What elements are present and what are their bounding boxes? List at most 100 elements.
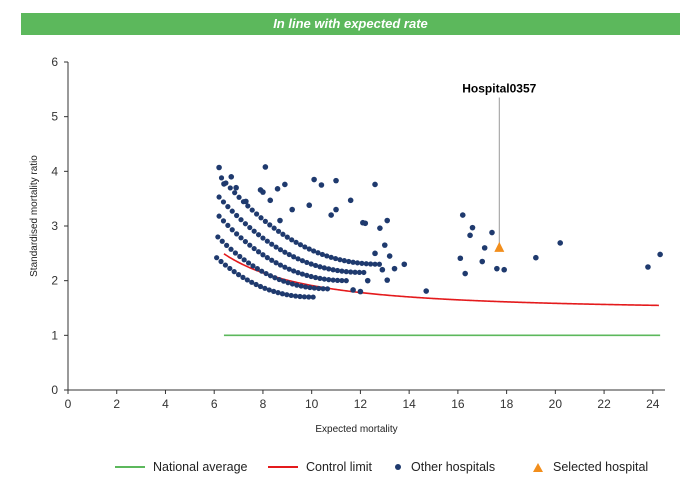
hospital-point (362, 220, 369, 227)
hospital-point (481, 245, 488, 251)
hospital-point (236, 194, 242, 200)
hospital-point (242, 221, 248, 227)
hospital-point (356, 269, 363, 276)
hospital-point (249, 279, 255, 285)
hospital-point (260, 252, 266, 258)
hospital-point (289, 281, 296, 287)
y-tick-label: 5 (51, 110, 58, 124)
hospital-point (321, 265, 327, 271)
hospital-point (273, 260, 279, 266)
hospital-point (376, 261, 383, 267)
hospital-point (316, 285, 322, 292)
hospital-point (262, 218, 268, 225)
hospital-point (251, 245, 257, 252)
hospital-point (225, 204, 231, 210)
hospital-point (225, 222, 231, 229)
y-tick-label: 1 (51, 328, 58, 342)
hospital-point (273, 244, 279, 250)
hospital-point (457, 255, 464, 262)
hospital-point (257, 283, 264, 290)
hospital-point (232, 190, 238, 196)
hospital-point (401, 261, 408, 268)
hospital-point (277, 217, 283, 224)
hospital-point (291, 254, 297, 260)
x-axis-label: Expected mortality (315, 424, 397, 435)
x-tick-label: 18 (500, 397, 514, 411)
hospital-point (304, 259, 310, 266)
hospital-point (494, 265, 500, 272)
hospital-point (285, 280, 291, 286)
hospital-point (372, 261, 378, 267)
hospital-point (263, 270, 269, 277)
hospital-point (214, 255, 220, 261)
hospital-point (298, 283, 304, 289)
hospital-point (227, 265, 233, 272)
hospital-point (275, 290, 281, 296)
hospital-point (294, 282, 300, 288)
hospital-point (274, 186, 281, 192)
hospital-point (304, 272, 310, 278)
y-tick-label: 3 (51, 219, 58, 233)
hospital-point (339, 277, 345, 284)
hospital-point (218, 175, 225, 181)
legend-label: Control limit (306, 460, 372, 474)
hospital-point (337, 257, 343, 263)
hospital-point (271, 225, 277, 231)
hospital-point (467, 232, 473, 239)
hospital-point (276, 276, 282, 283)
hospital-point (533, 254, 539, 261)
chart-legend: National average Control limit Other hos… (0, 456, 700, 478)
hospital-point (227, 185, 233, 191)
hospital-point (334, 277, 341, 283)
hospital-point (315, 250, 321, 256)
hospital-point (347, 197, 354, 204)
hospital-point (231, 269, 237, 275)
hospital-point (299, 258, 306, 264)
hospital-point (262, 164, 269, 170)
hospital-point (343, 278, 349, 284)
hospital-point (250, 263, 256, 269)
hospital-point (288, 292, 294, 299)
hospital-point (221, 181, 227, 187)
hospital-point (234, 231, 240, 237)
hospital-point (364, 277, 371, 284)
hospital-point (216, 194, 222, 200)
hospital-point (286, 251, 292, 258)
hospital-point (350, 287, 356, 293)
hospital-point (348, 269, 354, 275)
hospital-point (275, 228, 282, 234)
x-tick-label: 12 (354, 397, 368, 411)
hospital-point (346, 258, 352, 265)
hospital-point (312, 274, 319, 281)
chart-points (214, 164, 663, 300)
hospital-point (247, 224, 253, 231)
hospital-point (350, 259, 356, 265)
hospital-point (297, 242, 304, 248)
x-tick-label: 0 (65, 397, 72, 411)
hospital-point (384, 217, 391, 224)
hospital-point (462, 270, 468, 277)
hospital-point (267, 222, 273, 228)
chart-lines (223, 253, 661, 337)
hospital-point (657, 251, 663, 258)
hospital-point (238, 235, 244, 241)
legend-label: Other hospitals (411, 460, 496, 474)
hospital-point (479, 258, 486, 265)
hospital-point (377, 225, 383, 231)
hospital-point (318, 182, 325, 188)
hospital-point (255, 232, 262, 238)
hospital-point (324, 286, 331, 292)
hospital-point (501, 266, 507, 273)
x-tick-label: 14 (402, 397, 416, 411)
hospital-point (237, 253, 243, 260)
hospital-point (317, 275, 323, 281)
y-tick-label: 0 (51, 383, 58, 397)
legend-label: National average (153, 460, 248, 474)
control-limit-curve (223, 253, 659, 307)
x-tick-label: 6 (211, 397, 218, 411)
hospital-point (254, 211, 260, 217)
hospital-point (251, 228, 257, 234)
hospital-point (319, 251, 325, 258)
hospital-point (245, 260, 252, 266)
